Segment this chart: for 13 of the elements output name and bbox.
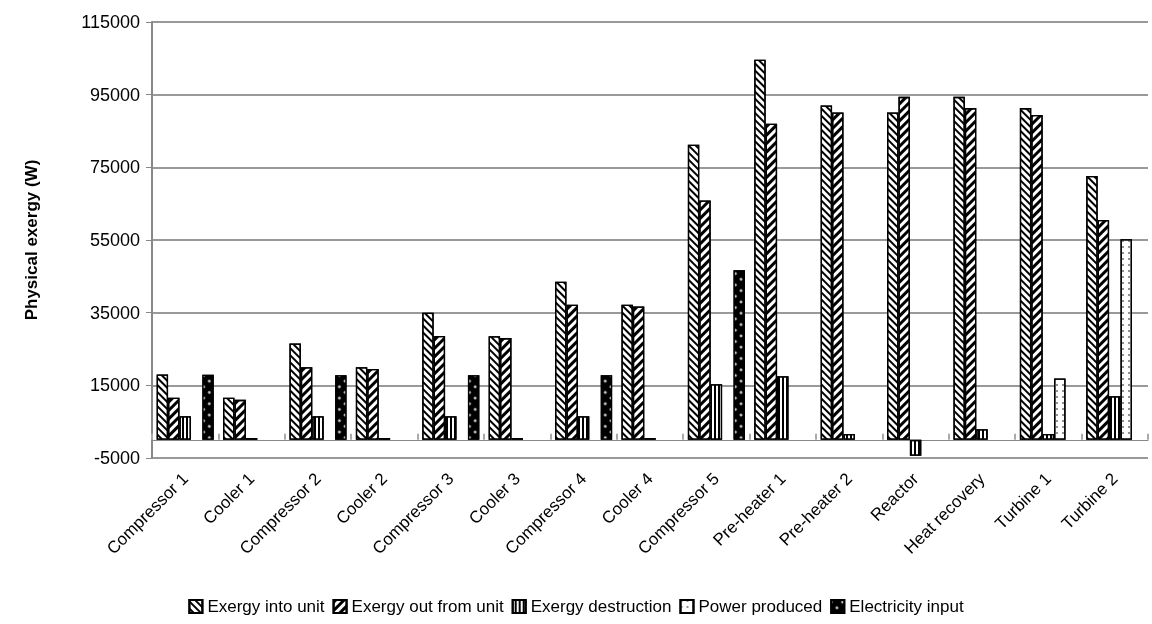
y-tick-label: 55000 [89,230,140,250]
legend-label: Exergy destruction [530,597,672,616]
y-tick-label: 75000 [89,157,140,178]
y-tick-label: 115000 [81,12,140,32]
y-axis-title: Physical exergy (W) [22,159,41,321]
legend-label: Electricity input [849,597,964,616]
y-tick-label: 95000 [89,84,140,105]
legend-label: Exergy out from unit [351,597,504,616]
y-tick-label: 35000 [89,302,140,323]
y-tick-label: 15000 [89,375,140,396]
y-tick-label: -5000 [93,448,140,468]
legend-label: Power produced [698,597,823,616]
legend-label: Exergy into unit [207,597,325,616]
